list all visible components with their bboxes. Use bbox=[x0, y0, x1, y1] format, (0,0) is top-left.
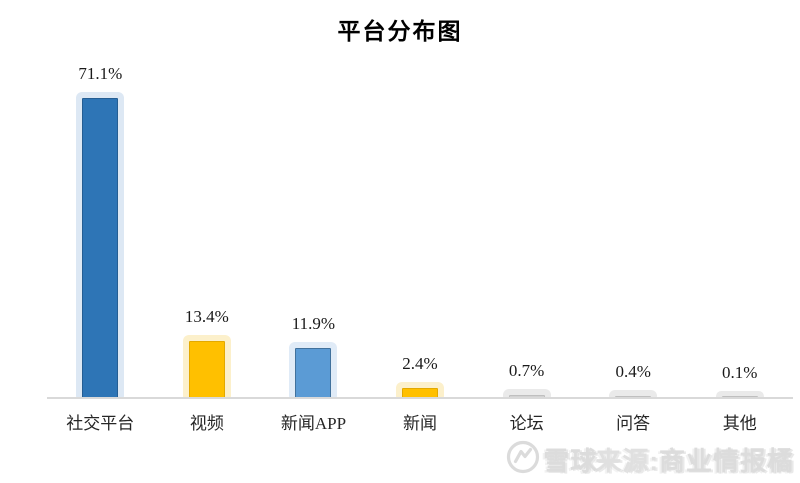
category-label: 新闻APP bbox=[280, 414, 347, 433]
bar-value-label: 13.4% bbox=[184, 307, 229, 326]
watermark-logo-icon bbox=[506, 440, 540, 479]
watermark-brand-text: 雪球 bbox=[543, 446, 598, 476]
bar-value-label: 2.4% bbox=[402, 354, 438, 373]
category-label: 问答 bbox=[616, 414, 651, 433]
bar-column: 0.4% bbox=[580, 0, 687, 398]
bar-value-label: 0.1% bbox=[722, 363, 758, 382]
x-axis-line bbox=[47, 397, 793, 399]
bar-value-label: 11.9% bbox=[291, 314, 336, 333]
bar-glow bbox=[76, 92, 125, 398]
category-label: 社交平台 bbox=[66, 414, 135, 433]
bar-glow bbox=[289, 342, 338, 398]
category-label: 新闻 bbox=[403, 414, 438, 433]
bar-column: 71.1% bbox=[47, 0, 154, 398]
bar bbox=[82, 98, 119, 398]
bar-column: 2.4% bbox=[367, 0, 474, 398]
bar-column: 0.1% bbox=[686, 0, 793, 398]
bar bbox=[188, 341, 225, 398]
watermark-account-text: 商业情报橘 bbox=[658, 446, 794, 476]
bar-column: 11.9% bbox=[260, 0, 367, 398]
plot-area: 71.1% 13.4% 11.9% 2.4% 0.7% 0.4% 0.1% bbox=[47, 0, 793, 398]
bar-glow bbox=[396, 382, 445, 398]
category-labels-row: 社交平台 视频 新闻APP 新闻 论坛 问答 其他 bbox=[47, 409, 793, 434]
bar-value-label: 71.1% bbox=[78, 64, 123, 83]
bar bbox=[295, 348, 332, 398]
bar-value-label: 0.7% bbox=[508, 361, 545, 380]
bar-columns: 71.1% 13.4% 11.9% 2.4% 0.7% 0.4% 0.1% bbox=[47, 0, 793, 398]
chart-title: 平台分布图 bbox=[337, 19, 463, 44]
watermark-source-text: 来源: bbox=[595, 446, 659, 476]
bar-glow bbox=[182, 335, 231, 398]
category-label: 论坛 bbox=[509, 414, 544, 433]
bar-column: 0.7% bbox=[473, 0, 580, 398]
category-label: 视频 bbox=[189, 414, 224, 433]
bar-value-label: 0.4% bbox=[615, 362, 651, 381]
bar-column: 13.4% bbox=[154, 0, 261, 398]
category-label: 其他 bbox=[722, 414, 757, 433]
watermark: 雪球 来源: 商业情报橘 bbox=[506, 440, 794, 479]
